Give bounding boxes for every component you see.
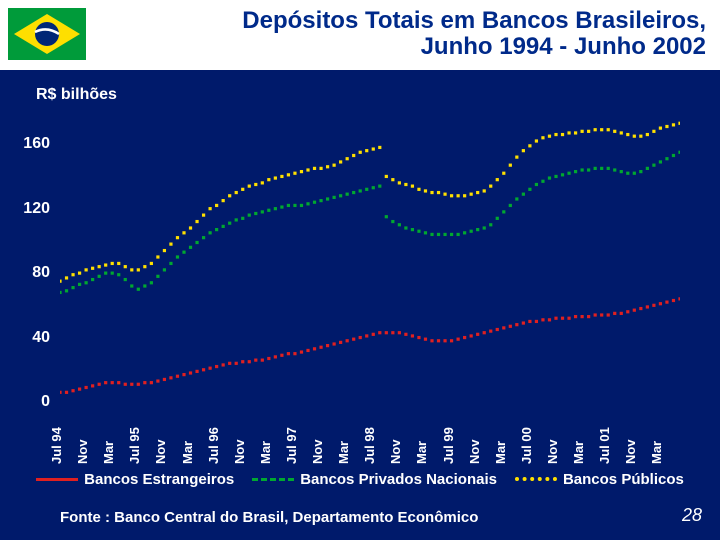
legend: Bancos Estrangeiros Bancos Privados Nacio… (0, 466, 720, 492)
header-bar: Depósitos Totais em Bancos Brasileiros, … (0, 0, 720, 68)
x-tick-label: Jul 94 (49, 427, 64, 464)
x-tick-label: Nov (232, 439, 247, 464)
x-axis-labels: Jul 94NovMarJul 95NovMarJul 96NovMarJul … (60, 404, 680, 464)
y-tick-label: 0 (41, 393, 60, 411)
chart-area: 04080120160 (60, 112, 680, 402)
x-tick-label: Jul 01 (597, 427, 612, 464)
y-axis-label: R$ bilhões (36, 86, 117, 104)
legend-label: Bancos Estrangeiros (84, 471, 234, 488)
page-title: Depósitos Totais em Bancos Brasileiros, … (86, 8, 720, 61)
x-tick-label: Nov (623, 439, 638, 464)
x-tick-label: Jul 99 (441, 427, 456, 464)
x-tick-label: Nov (467, 439, 482, 464)
x-tick-label: Nov (388, 439, 403, 464)
x-tick-label: Mar (571, 441, 586, 464)
legend-item: Bancos Estrangeiros (36, 471, 234, 488)
x-tick-label: Nov (75, 439, 90, 464)
x-tick-label: Nov (153, 439, 168, 464)
legend-swatch (252, 478, 294, 481)
header-rule (0, 68, 720, 70)
x-tick-label: Mar (180, 441, 195, 464)
x-tick-label: Mar (493, 441, 508, 464)
legend-item: Bancos Públicos (515, 471, 684, 488)
y-tick-label: 160 (23, 135, 60, 153)
x-tick-label: Nov (545, 439, 560, 464)
x-tick-label: Nov (310, 439, 325, 464)
x-tick-label: Mar (336, 441, 351, 464)
y-tick-label: 120 (23, 200, 60, 218)
y-tick-label: 80 (32, 264, 60, 282)
x-tick-label: Mar (101, 441, 116, 464)
line-chart (60, 112, 680, 402)
legend-item: Bancos Privados Nacionais (252, 471, 497, 488)
x-tick-label: Mar (258, 441, 273, 464)
legend-label: Bancos Privados Nacionais (300, 471, 497, 488)
y-tick-label: 40 (32, 329, 60, 347)
page-number: 28 (682, 505, 702, 526)
slide-root: Depósitos Totais em Bancos Brasileiros, … (0, 0, 720, 540)
source-note: Fonte : Banco Central do Brasil, Departa… (60, 509, 478, 526)
x-tick-label: Mar (649, 441, 664, 464)
legend-swatch (36, 478, 78, 481)
x-tick-label: Mar (414, 441, 429, 464)
x-tick-label: Jul 96 (206, 427, 221, 464)
brazil-flag-icon (8, 8, 86, 60)
x-tick-label: Jul 00 (519, 427, 534, 464)
legend-label: Bancos Públicos (563, 471, 684, 488)
title-line-1: Depósitos Totais em Bancos Brasileiros, (86, 8, 706, 34)
x-tick-label: Jul 95 (127, 427, 142, 464)
x-tick-label: Jul 98 (362, 427, 377, 464)
title-line-2: Junho 1994 - Junho 2002 (86, 34, 706, 60)
x-tick-label: Jul 97 (284, 427, 299, 464)
legend-swatch (515, 477, 557, 481)
